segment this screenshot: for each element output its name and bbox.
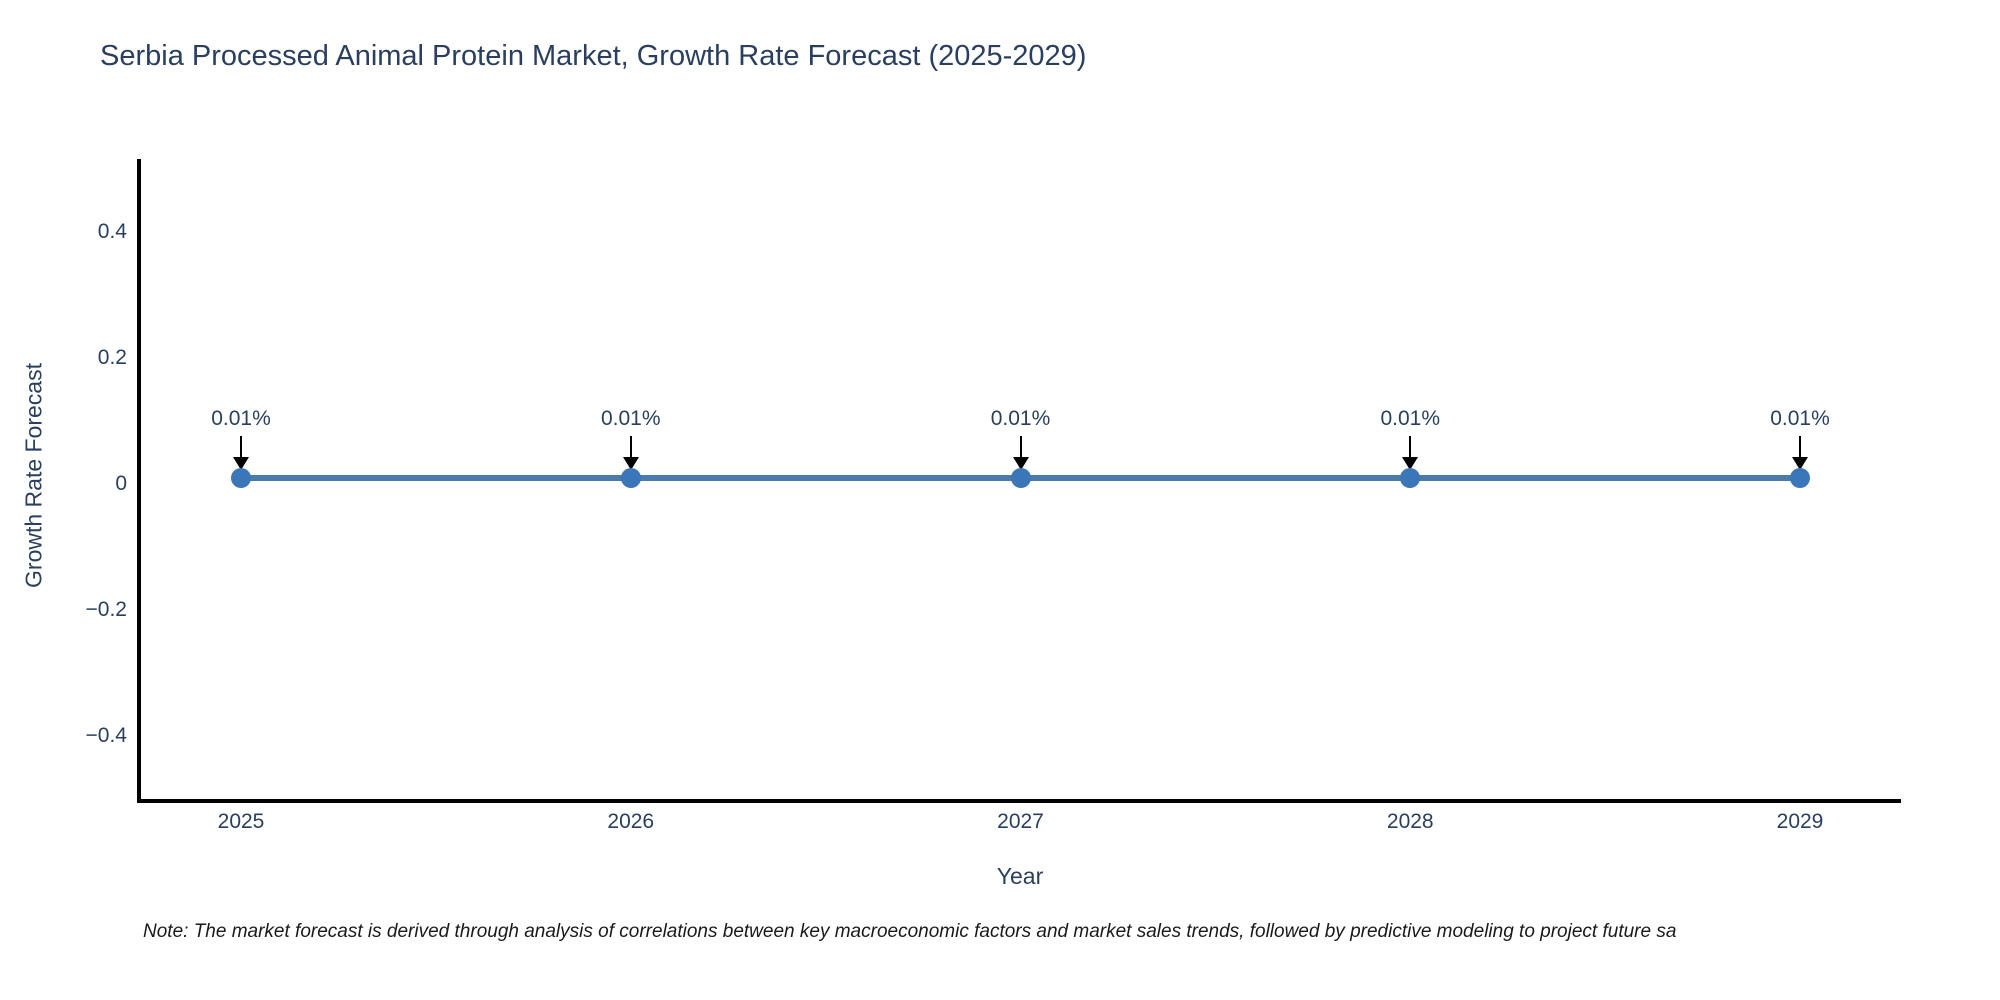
footnote: Note: The market forecast is derived thr… bbox=[143, 921, 1677, 942]
chart-title: Serbia Processed Animal Protein Market, … bbox=[100, 40, 1087, 72]
x-tick-label: 2027 bbox=[997, 810, 1044, 833]
y-tick-label: −0.4 bbox=[85, 724, 127, 747]
point-annotation-label: 0.01% bbox=[990, 407, 1051, 430]
annotation-arrow-head-icon bbox=[1792, 457, 1808, 470]
data-point-marker[interactable] bbox=[1400, 468, 1421, 488]
y-tick-label: 0 bbox=[115, 472, 127, 495]
annotation-arrow-head-icon bbox=[1402, 457, 1419, 470]
annotation-arrow-head-icon bbox=[1012, 457, 1029, 470]
point-annotation-label: 0.01% bbox=[600, 407, 661, 430]
y-axis-line bbox=[137, 159, 141, 803]
point-annotation-label: 0.01% bbox=[1380, 407, 1441, 430]
data-point-marker[interactable] bbox=[1010, 468, 1031, 488]
footnote-container: Note: The market forecast is derived thr… bbox=[0, 918, 2000, 958]
point-annotation-label: 0.01% bbox=[1770, 407, 1830, 430]
x-tick-label: 2028 bbox=[1386, 810, 1434, 833]
annotation-arrow-stem bbox=[240, 436, 242, 458]
x-tick-label: 2029 bbox=[1776, 810, 1824, 833]
x-axis-line bbox=[137, 799, 1901, 803]
x-tick-label: 2025 bbox=[217, 810, 265, 833]
point-annotation-label: 0.01% bbox=[211, 407, 271, 430]
annotation-arrow-head-icon bbox=[233, 457, 249, 470]
annotation-arrow-stem bbox=[1799, 436, 1801, 458]
x-axis-title: Year bbox=[996, 863, 1044, 889]
y-tick-label: 0.4 bbox=[97, 220, 127, 243]
x-tick-label: 2026 bbox=[607, 810, 655, 833]
y-tick-label: 0.2 bbox=[97, 346, 127, 369]
data-point-marker[interactable] bbox=[1790, 468, 1810, 488]
annotation-arrow-stem bbox=[1019, 436, 1022, 458]
annotation-arrow-stem bbox=[629, 436, 632, 458]
data-point-marker[interactable] bbox=[620, 468, 641, 488]
annotation-arrow-head-icon bbox=[622, 457, 639, 470]
y-tick-label: −0.2 bbox=[85, 598, 127, 621]
annotation-arrow-stem bbox=[1409, 436, 1412, 458]
data-point-marker[interactable] bbox=[231, 468, 251, 488]
